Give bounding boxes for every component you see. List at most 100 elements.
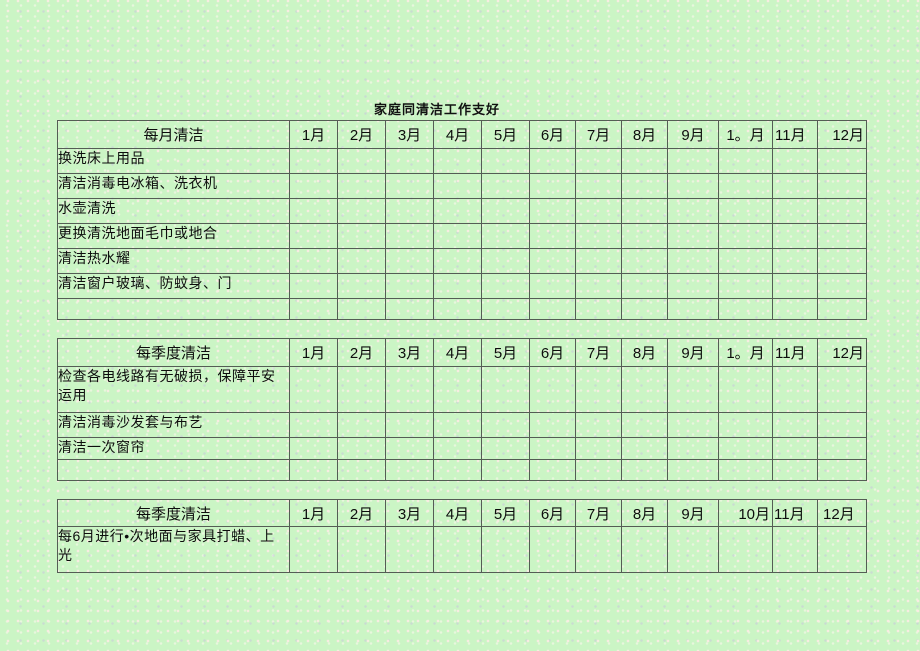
schedule-cell bbox=[718, 223, 773, 249]
schedule-cell bbox=[337, 526, 386, 573]
month-header: 11月 bbox=[772, 499, 818, 527]
task-label bbox=[57, 459, 290, 481]
month-header: 3月 bbox=[385, 499, 434, 527]
schedule-cell bbox=[817, 298, 867, 320]
table-row: 水壶清洗 bbox=[57, 198, 867, 224]
schedule-cell bbox=[529, 366, 576, 413]
month-header: 5月 bbox=[481, 499, 530, 527]
schedule-cell bbox=[575, 173, 622, 199]
schedule-cell bbox=[337, 173, 386, 199]
schedule-cell bbox=[385, 526, 434, 573]
schedule-cell bbox=[718, 526, 773, 573]
page-title: 家庭同清洁工作支好 bbox=[373, 102, 500, 117]
schedule-cell bbox=[772, 198, 818, 224]
table-header-row: 每季度清洁 1月 2月 3月 4月 5月 6月 7月 8月 9月 1。月 11月… bbox=[57, 338, 867, 367]
schedule-cell bbox=[667, 526, 719, 573]
schedule-cell bbox=[385, 298, 434, 320]
schedule-cell bbox=[529, 148, 576, 174]
schedule-cell bbox=[718, 198, 773, 224]
month-header: 7月 bbox=[575, 338, 622, 367]
table-row: 每6月进行•次地面与家具打蜡、上光 bbox=[57, 526, 867, 573]
section-title: 每月清洁 bbox=[57, 120, 290, 149]
schedule-cell bbox=[433, 459, 482, 481]
table-row-empty bbox=[57, 459, 867, 481]
schedule-cell bbox=[481, 223, 530, 249]
monthly-cleaning-table: 每月清洁 1月 2月 3月 4月 5月 6月 7月 8月 9月 1。月 11月 … bbox=[57, 120, 867, 320]
schedule-cell bbox=[621, 459, 668, 481]
schedule-cell bbox=[621, 526, 668, 573]
schedule-cell bbox=[718, 248, 773, 274]
schedule-cell bbox=[575, 459, 622, 481]
month-header: 3月 bbox=[385, 120, 434, 149]
month-header: 5月 bbox=[481, 338, 530, 367]
task-label: 换洗床上用品 bbox=[57, 148, 290, 174]
schedule-cell bbox=[289, 248, 338, 274]
schedule-cell bbox=[817, 148, 867, 174]
schedule-cell bbox=[433, 366, 482, 413]
section-title: 每季度清洁 bbox=[57, 499, 290, 527]
table-row-empty bbox=[57, 298, 867, 320]
schedule-cell bbox=[718, 273, 773, 299]
schedule-cell bbox=[772, 173, 818, 199]
schedule-cell bbox=[529, 526, 576, 573]
schedule-cell bbox=[385, 459, 434, 481]
task-label: 水壶清洗 bbox=[57, 198, 290, 224]
schedule-cell bbox=[481, 412, 530, 438]
schedule-cell bbox=[481, 173, 530, 199]
schedule-cell bbox=[667, 173, 719, 199]
schedule-cell bbox=[772, 248, 818, 274]
month-header: 1月 bbox=[289, 338, 338, 367]
schedule-cell bbox=[772, 412, 818, 438]
table-row: 清洁消毒电冰箱、洗衣机 bbox=[57, 173, 867, 199]
schedule-cell bbox=[621, 437, 668, 460]
schedule-cell bbox=[667, 366, 719, 413]
task-label: 清洁窗户玻璃、防蚊身、门 bbox=[57, 273, 290, 299]
schedule-cell bbox=[621, 173, 668, 199]
task-label: 清洁消毒沙发套与布艺 bbox=[57, 412, 290, 438]
task-label: 检查各电线路有无破损，保障平安运用 bbox=[57, 366, 290, 413]
schedule-cell bbox=[575, 198, 622, 224]
schedule-cell bbox=[385, 273, 434, 299]
schedule-cell bbox=[337, 437, 386, 460]
schedule-cell bbox=[667, 248, 719, 274]
month-header: 4月 bbox=[433, 338, 482, 367]
schedule-cell bbox=[481, 366, 530, 413]
task-label: 更换清洗地面毛巾或地合 bbox=[57, 223, 290, 249]
schedule-cell bbox=[289, 366, 338, 413]
month-header: 1月 bbox=[289, 120, 338, 149]
task-label bbox=[57, 298, 290, 320]
schedule-cell bbox=[817, 526, 867, 573]
schedule-cell bbox=[481, 198, 530, 224]
schedule-cell bbox=[667, 273, 719, 299]
schedule-cell bbox=[772, 437, 818, 460]
table-header-row: 每月清洁 1月 2月 3月 4月 5月 6月 7月 8月 9月 1。月 11月 … bbox=[57, 120, 867, 149]
schedule-cell bbox=[667, 223, 719, 249]
schedule-cell bbox=[667, 412, 719, 438]
schedule-cell bbox=[575, 366, 622, 413]
semiannual-cleaning-table: 每季度清洁 1月 2月 3月 4月 5月 6月 7月 8月 9月 10月 11月… bbox=[57, 499, 867, 573]
schedule-cell bbox=[718, 366, 773, 413]
task-label: 清洁消毒电冰箱、洗衣机 bbox=[57, 173, 290, 199]
month-header: 5月 bbox=[481, 120, 530, 149]
schedule-cell bbox=[621, 412, 668, 438]
month-header: 7月 bbox=[575, 499, 622, 527]
schedule-cell bbox=[289, 298, 338, 320]
schedule-cell bbox=[718, 173, 773, 199]
schedule-cell bbox=[289, 412, 338, 438]
schedule-cell bbox=[385, 148, 434, 174]
schedule-cell bbox=[817, 273, 867, 299]
schedule-cell bbox=[289, 273, 338, 299]
schedule-cell bbox=[529, 273, 576, 299]
schedule-cell bbox=[433, 248, 482, 274]
schedule-cell bbox=[772, 223, 818, 249]
schedule-cell bbox=[385, 223, 434, 249]
schedule-cell bbox=[575, 437, 622, 460]
month-header: 9月 bbox=[667, 120, 719, 149]
schedule-cell bbox=[772, 298, 818, 320]
month-header: 8月 bbox=[621, 120, 668, 149]
schedule-cell bbox=[667, 198, 719, 224]
schedule-cell bbox=[817, 437, 867, 460]
schedule-cell bbox=[529, 459, 576, 481]
schedule-cell bbox=[529, 298, 576, 320]
schedule-cell bbox=[667, 298, 719, 320]
